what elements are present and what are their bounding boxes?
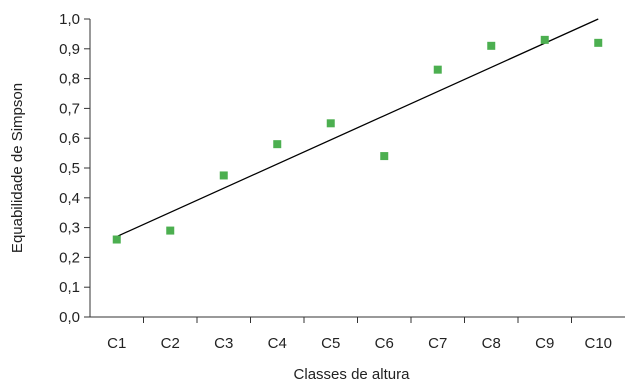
y-tick-label: 0,6 [59,130,80,147]
x-tick-label: C2 [161,335,180,352]
y-tick-label: 0,7 [59,100,80,117]
x-tick-label: C3 [214,335,233,352]
y-ticks: 0,0 0,1 0,2 0,3 0,4 0,5 0,6 0,7 0,8 0,9 1,0 [59,11,90,326]
data-point [594,38,603,47]
y-tick-label: 0,1 [59,279,80,296]
y-tick-label: 0,2 [59,249,80,266]
y-tick-label: 0,8 [59,71,80,88]
x-tick-label: C4 [268,335,287,352]
y-tick-label: 0,9 [59,41,80,58]
x-tick-label: C10 [584,335,612,352]
data-point [487,41,496,50]
x-tick-label: C6 [375,335,394,352]
y-tick-label: 1,0 [59,11,80,28]
x-tick-label: C9 [535,335,554,352]
x-axis-title: Classes de altura [294,366,411,383]
data-point [433,65,442,74]
data-point [219,171,228,180]
y-tick-label: 0,4 [59,190,80,207]
x-ticks: C1 C2 C3 C4 C5 C6 C7 C8 C9 C10 [107,317,612,352]
x-tick-label: C1 [107,335,126,352]
data-points [112,35,603,244]
axes [89,19,625,318]
data-point [380,152,389,161]
x-tick-label: C7 [428,335,447,352]
data-point [540,35,549,44]
data-point [166,226,175,235]
trendline-group [116,18,599,238]
y-tick-label: 0,5 [59,160,80,177]
y-tick-label: 0,3 [59,220,80,237]
y-axis-title: Equabilidade de Simpson [9,83,26,253]
data-point [326,119,335,128]
trendline [116,18,599,238]
x-tick-label: C8 [482,335,501,352]
y-tick-label: 0,0 [59,309,80,326]
x-tick-label: C5 [321,335,340,352]
data-point [112,235,121,244]
data-point [273,140,282,149]
